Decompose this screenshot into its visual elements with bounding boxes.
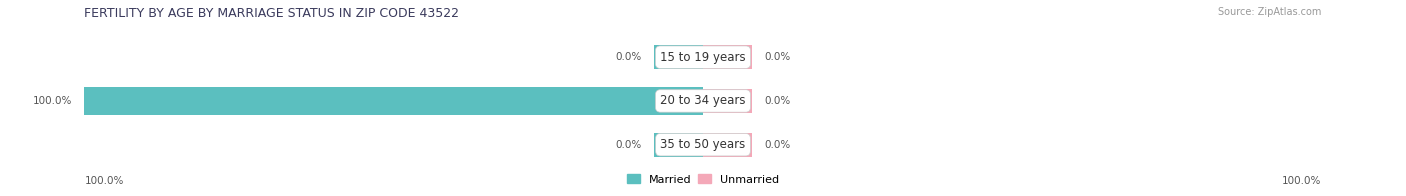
Text: 0.0%: 0.0% xyxy=(765,96,792,106)
Text: 0.0%: 0.0% xyxy=(614,52,641,62)
Text: 0.0%: 0.0% xyxy=(765,52,792,62)
Text: 100.0%: 100.0% xyxy=(84,176,124,186)
Text: 0.0%: 0.0% xyxy=(614,140,641,150)
Bar xyxy=(84,87,703,115)
Bar xyxy=(654,45,703,69)
Legend: Married, Unmarried: Married, Unmarried xyxy=(621,170,785,189)
Text: 0.0%: 0.0% xyxy=(765,140,792,150)
Bar xyxy=(703,132,752,157)
Bar xyxy=(654,132,703,157)
Text: Source: ZipAtlas.com: Source: ZipAtlas.com xyxy=(1218,7,1322,17)
Text: 100.0%: 100.0% xyxy=(1282,176,1322,186)
Bar xyxy=(703,45,752,69)
Text: 20 to 34 years: 20 to 34 years xyxy=(661,94,745,107)
Text: FERTILITY BY AGE BY MARRIAGE STATUS IN ZIP CODE 43522: FERTILITY BY AGE BY MARRIAGE STATUS IN Z… xyxy=(84,7,460,20)
Text: 15 to 19 years: 15 to 19 years xyxy=(661,51,745,64)
Text: 35 to 50 years: 35 to 50 years xyxy=(661,138,745,151)
Bar xyxy=(703,89,752,113)
Text: 100.0%: 100.0% xyxy=(32,96,72,106)
